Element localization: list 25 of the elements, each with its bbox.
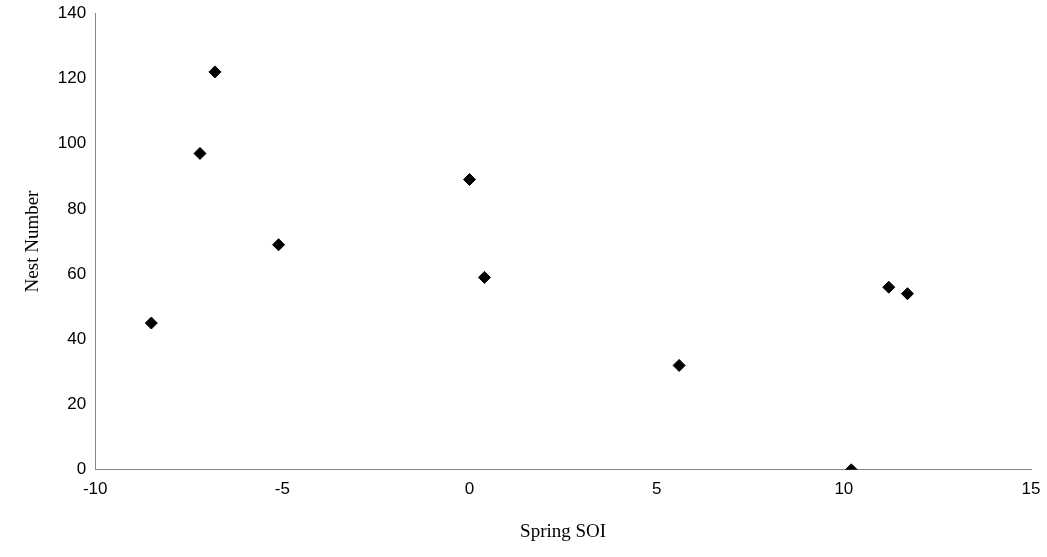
point xyxy=(477,270,491,284)
point xyxy=(672,358,686,372)
x-axis-title: Spring SOI xyxy=(520,519,607,541)
x-tick-label: 10 xyxy=(834,478,854,498)
point xyxy=(193,146,207,160)
y-tick-label: 0 xyxy=(76,459,87,479)
x-tick-label: 5 xyxy=(651,478,662,498)
y-tick-label: 20 xyxy=(67,394,87,414)
point xyxy=(882,280,896,294)
point xyxy=(208,65,222,79)
x-tick-label: -10 xyxy=(82,478,108,498)
x-tick-label: 0 xyxy=(464,478,475,498)
y-tick-label: 140 xyxy=(57,2,87,22)
x-tick-label: 15 xyxy=(1021,478,1041,498)
y-tick-label: 60 xyxy=(67,263,87,283)
y-axis-title: Nest Number xyxy=(21,189,43,293)
point xyxy=(272,238,286,252)
point xyxy=(900,287,914,301)
point xyxy=(463,173,476,187)
y-tick-label: 80 xyxy=(67,198,87,218)
y-tick-label: 120 xyxy=(57,68,87,88)
y-tick-label: 100 xyxy=(57,133,87,153)
y-tick-label: 40 xyxy=(67,329,87,349)
x-tick-label: -5 xyxy=(274,478,290,498)
point xyxy=(144,316,158,330)
